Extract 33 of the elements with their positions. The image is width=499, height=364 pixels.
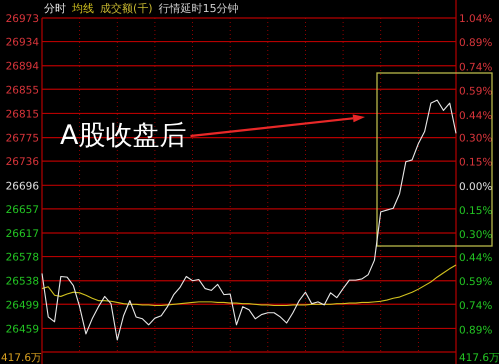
text: 均线 — [71, 2, 94, 15]
y-tick-label: 26775 — [6, 132, 39, 145]
y2-tick-label: 0.15% — [459, 205, 492, 218]
text: 417.6万 — [1, 352, 42, 364]
y2-tick-label: 0.89% — [459, 37, 492, 50]
y2-tick-label: 0.15% — [459, 156, 492, 169]
y2-tick-label: 0.59% — [459, 276, 492, 288]
text: 成交额(千) — [100, 2, 153, 15]
y2-tick-label: 0.30% — [459, 229, 492, 242]
y-tick-label: 26973 — [6, 13, 39, 25]
y2-tick-label: 0.00% — [459, 180, 492, 193]
y2-tick-label: 0.44% — [459, 252, 492, 264]
y-tick-label: 26855 — [6, 84, 39, 96]
y-tick-label: 26815 — [6, 108, 39, 120]
y-tick-label: 26538 — [6, 276, 39, 288]
text: 行情延时15分钟 — [158, 2, 239, 15]
y-tick-label: 26617 — [6, 228, 39, 240]
y-tick-label: 26934 — [6, 36, 40, 49]
y2-tick-label: 0.59% — [459, 86, 492, 98]
y2-tick-label: 0.30% — [459, 132, 492, 144]
y-tick-label: 26499 — [6, 299, 39, 312]
y2-tick-label: 0.89% — [459, 324, 492, 336]
y-tick-label: 26736 — [6, 156, 40, 168]
y-tick-label: 26894 — [6, 60, 40, 73]
y-tick-label: 26657 — [6, 204, 39, 216]
y-tick-label: 26459 — [6, 323, 39, 336]
y2-tick-label: 0.44% — [459, 110, 492, 122]
y-tick-label: 26696 — [6, 180, 40, 192]
y2-tick-label: 0.74% — [459, 300, 492, 312]
y-tick-label: 26578 — [6, 252, 39, 264]
text: 分时 — [44, 2, 66, 15]
y2-tick-label: 1.04% — [459, 13, 492, 25]
y2-tick-label: 0.74% — [459, 61, 492, 74]
